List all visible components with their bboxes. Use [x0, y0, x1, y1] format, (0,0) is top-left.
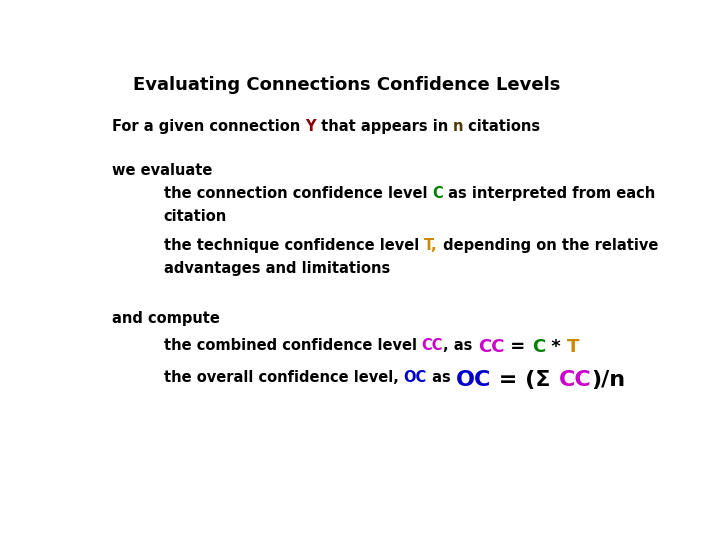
Text: C: C — [532, 338, 545, 356]
Text: *: * — [545, 338, 567, 356]
Text: the technique confidence level: the technique confidence level — [163, 238, 424, 253]
Text: CC: CC — [559, 370, 591, 390]
Text: depending on the relative: depending on the relative — [438, 238, 658, 253]
Text: )/n: )/n — [591, 370, 625, 390]
Text: CC: CC — [478, 338, 504, 356]
Text: OC: OC — [456, 370, 491, 390]
Text: the connection confidence level: the connection confidence level — [163, 186, 432, 201]
Text: n: n — [453, 119, 464, 134]
Text: = (Σ: = (Σ — [491, 370, 559, 390]
Text: citations: citations — [464, 119, 541, 134]
Text: , as: , as — [444, 338, 478, 353]
Text: as: as — [427, 370, 456, 386]
Text: citation: citation — [163, 209, 227, 224]
Text: and compute: and compute — [112, 311, 220, 326]
Text: T,: T, — [424, 238, 438, 253]
Text: For a given connection: For a given connection — [112, 119, 305, 134]
Text: the combined confidence level: the combined confidence level — [163, 338, 422, 353]
Text: advantages and limitations: advantages and limitations — [163, 261, 390, 276]
Text: T: T — [567, 338, 580, 356]
Text: C: C — [432, 186, 443, 201]
Text: that appears in: that appears in — [315, 119, 453, 134]
Text: Y: Y — [305, 119, 315, 134]
Text: Evaluating Connections Confidence Levels: Evaluating Connections Confidence Levels — [132, 76, 560, 94]
Text: =: = — [504, 338, 532, 356]
Text: CC: CC — [422, 338, 444, 353]
Text: OC: OC — [404, 370, 427, 386]
Text: we evaluate: we evaluate — [112, 163, 212, 178]
Text: as interpreted from each: as interpreted from each — [443, 186, 655, 201]
Text: the overall confidence level,: the overall confidence level, — [163, 370, 404, 386]
